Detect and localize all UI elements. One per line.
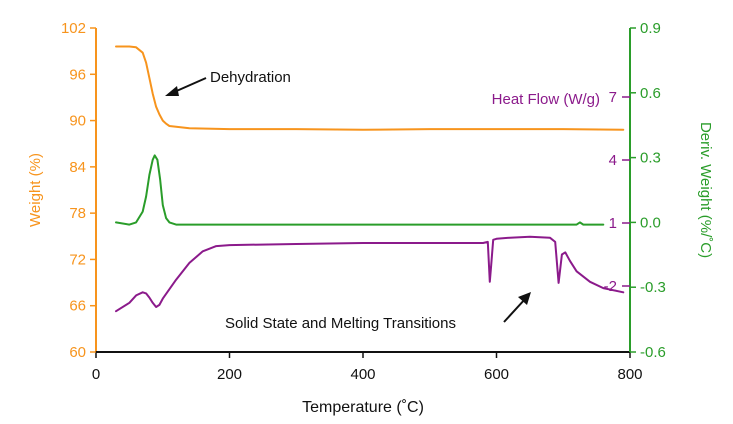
x-tick-label: 200: [217, 366, 242, 383]
left-axis-label: Weight (%): [27, 153, 44, 227]
annotation-transitions: Solid State and Melting Transitions: [225, 292, 531, 332]
annotation-dehydration-text: Dehydration: [210, 69, 291, 86]
left-tick-label: 90: [69, 113, 86, 130]
series-line-weight: [115, 45, 625, 131]
heat-flow-axis-label: Heat Flow (W/g): [492, 91, 600, 108]
x-axis-label: Temperature (˚C): [302, 399, 424, 416]
left-tick-label: 96: [69, 66, 86, 83]
right-tick-label: 0.9: [640, 20, 661, 37]
right-axis-label: Deriv. Weight (%/˚C): [697, 122, 714, 258]
axes: [95, 28, 631, 353]
series-line-heat-flow: [115, 235, 625, 313]
x-tick-label: 0: [92, 366, 100, 383]
right-tick-label: 0.3: [640, 150, 661, 167]
series: [115, 45, 625, 313]
left-tick-label: 84: [69, 159, 86, 176]
left-tick-label: 102: [61, 20, 86, 37]
left-tick-label: 66: [69, 298, 86, 315]
annotation-dehydration-arrowhead: [165, 86, 179, 96]
annotation-transitions-arrowhead: [518, 292, 531, 305]
right-tick-label: 0.6: [640, 85, 661, 102]
right-tick-label: 0.0: [640, 214, 661, 231]
x-tick-label: 600: [484, 366, 509, 383]
heat-flow-tick-label: 7: [609, 89, 617, 106]
left-tick-label: 78: [69, 205, 86, 222]
annotation-dehydration: Dehydration: [165, 69, 291, 96]
right-tick-label: -0.6: [640, 344, 666, 361]
heat-flow-tick-label: 4: [609, 152, 617, 169]
heat-flow-tick-label: 1: [609, 215, 617, 232]
series-line-deriv-weight: [115, 154, 605, 226]
x-tick-label: 800: [617, 366, 642, 383]
x-tick-label: 400: [350, 366, 375, 383]
ticks: 0 200 400 600 800 60 66 72 78 84 90 96 102 -0.6 -0.3 0.…: [61, 20, 666, 383]
left-tick-label: 72: [69, 251, 86, 268]
annotation-transitions-arrow: [503, 297, 527, 323]
left-tick-label: 60: [69, 344, 86, 361]
heat-flow-tick-label: -2: [604, 278, 617, 295]
right-tick-label: -0.3: [640, 279, 666, 296]
annotation-transitions-text: Solid State and Melting Transitions: [225, 315, 456, 332]
